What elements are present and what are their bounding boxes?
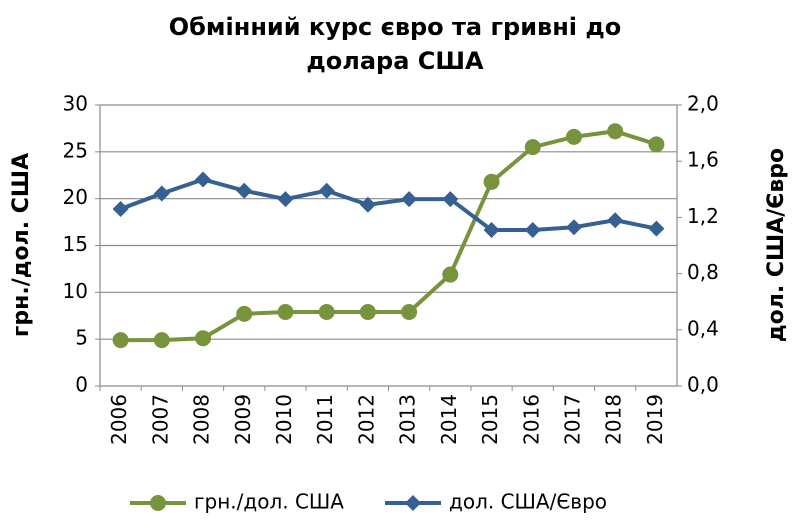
- data-point: [359, 196, 376, 213]
- data-point: [565, 219, 582, 236]
- data-point: [648, 220, 665, 237]
- y-tick-label: 20: [63, 185, 88, 209]
- data-point: [359, 304, 376, 321]
- data-point: [195, 330, 212, 347]
- data-point: [277, 191, 294, 208]
- data-point: [401, 191, 418, 208]
- y2-tick-label: 0,4: [687, 316, 719, 340]
- data-point: [524, 222, 541, 239]
- y-axis-title: грн./дол. США: [9, 153, 34, 337]
- data-point: [607, 212, 624, 229]
- x-tick-label: 2015: [478, 394, 502, 445]
- y2-tick-label: 0,0: [687, 373, 719, 397]
- y-tick-label: 30: [63, 92, 88, 116]
- data-point: [565, 128, 582, 145]
- y-tick-label: 15: [63, 232, 88, 256]
- x-tick-label: 2013: [396, 394, 420, 445]
- y2-tick-label: 1,2: [687, 204, 719, 228]
- data-point: [442, 266, 459, 283]
- data-point: [483, 222, 500, 239]
- legend-marker: [150, 495, 166, 511]
- data-point: [318, 304, 335, 321]
- y2-tick-label: 2,0: [687, 92, 719, 116]
- x-tick-label: 2008: [190, 394, 214, 445]
- y-tick-label: 10: [63, 279, 88, 303]
- data-point: [153, 332, 170, 349]
- x-tick-label: 2007: [148, 394, 172, 445]
- x-tick-label: 2006: [107, 394, 131, 445]
- x-tick-label: 2016: [519, 394, 543, 445]
- y2-tick-label: 0,8: [687, 260, 719, 284]
- x-tick-label: 2009: [231, 394, 255, 445]
- y-tick-label: 25: [63, 138, 88, 162]
- data-point: [318, 182, 335, 199]
- x-tick-label: 2012: [354, 394, 378, 445]
- data-point: [401, 304, 418, 321]
- data-point: [277, 304, 294, 321]
- data-point: [236, 305, 253, 322]
- y-tick-label: 0: [75, 373, 88, 397]
- legend-marker: [405, 495, 421, 511]
- y2-tick-label: 1,6: [687, 148, 719, 172]
- legend-label: дол. США/Євро: [449, 490, 607, 514]
- chart-title: Обмінний курс євро та гривні до: [169, 13, 622, 41]
- data-point: [236, 182, 253, 199]
- data-point: [524, 139, 541, 156]
- data-point: [483, 173, 500, 190]
- data-point: [648, 136, 665, 153]
- data-point: [195, 171, 212, 188]
- data-point: [442, 191, 459, 208]
- data-point: [112, 332, 129, 349]
- x-tick-label: 2010: [272, 394, 296, 445]
- legend-label: грн./дол. США: [194, 490, 344, 514]
- x-tick-label: 2014: [437, 394, 461, 445]
- data-point: [607, 123, 624, 140]
- data-point: [112, 200, 129, 217]
- x-tick-label: 2018: [602, 394, 626, 445]
- x-tick-label: 2017: [560, 394, 584, 445]
- x-tick-label: 2019: [643, 394, 667, 445]
- y-tick-label: 5: [75, 326, 88, 350]
- data-point: [153, 185, 170, 202]
- series-line: [120, 129, 657, 343]
- x-tick-label: 2011: [313, 394, 337, 445]
- chart-title: долара США: [306, 47, 484, 75]
- y2-axis-title: дол. США/Євро: [764, 148, 789, 342]
